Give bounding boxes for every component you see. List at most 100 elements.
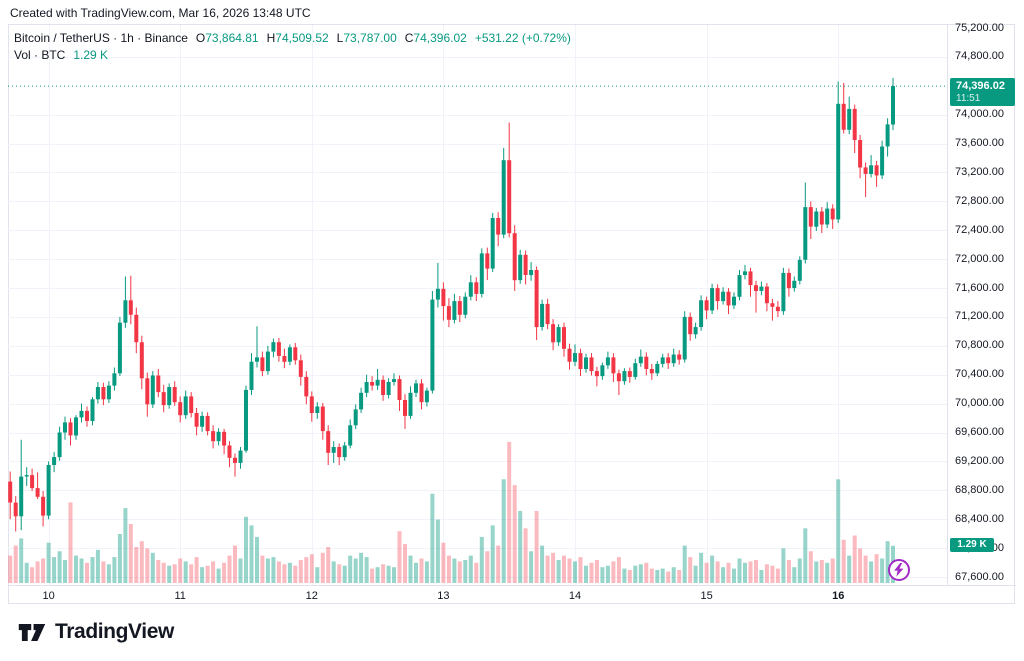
- candle-body: [457, 301, 462, 315]
- volume-bar: [589, 562, 594, 583]
- volume-bar: [106, 564, 111, 583]
- candle-body: [479, 253, 484, 294]
- volume-bar: [869, 561, 874, 583]
- volume-bar: [584, 565, 588, 583]
- volume-bar: [485, 551, 490, 583]
- candle-body: [836, 103, 841, 220]
- candle-body: [507, 160, 512, 234]
- candle-body: [342, 445, 347, 458]
- volume-bar: [320, 552, 325, 583]
- volume-bar: [19, 538, 24, 583]
- candle-body: [134, 314, 139, 343]
- volume-bar: [222, 562, 227, 583]
- close-label: C: [404, 31, 414, 45]
- volume-bar: [68, 502, 73, 583]
- candle-body: [392, 379, 396, 382]
- candle-body: [19, 476, 24, 517]
- candle-body: [424, 390, 429, 403]
- volume-bar: [200, 567, 205, 583]
- candle-body: [814, 211, 819, 227]
- volume-bar: [287, 562, 292, 583]
- candle-body: [688, 316, 693, 335]
- price-axis-label: 74,800.00: [955, 50, 1004, 63]
- open-value: 73,864.81: [205, 31, 259, 45]
- candle-body: [638, 356, 643, 364]
- candle-body: [863, 167, 868, 174]
- volume-bar: [759, 570, 764, 583]
- candle-body: [85, 410, 89, 421]
- volume-bar: [863, 555, 868, 583]
- tradingview-logo[interactable]: TradingView: [18, 620, 174, 644]
- volume-bar: [24, 562, 29, 583]
- candle-body: [145, 378, 150, 405]
- volume-bar: [309, 554, 314, 583]
- volume-bar: [276, 561, 281, 583]
- volume-bar: [364, 557, 369, 583]
- volume-bar: [359, 552, 364, 583]
- price-axis-label: 69,200.00: [955, 454, 1004, 467]
- candle-body: [715, 288, 720, 302]
- volume-bar: [150, 552, 155, 583]
- price-axis-label: 75,200.00: [955, 21, 1004, 34]
- candle-body: [485, 253, 490, 269]
- volume-bar: [8, 555, 13, 583]
- candle-body: [759, 286, 764, 291]
- time-axis-label: 11: [174, 590, 186, 602]
- volume-bar: [386, 565, 391, 583]
- volume-bar: [874, 554, 879, 583]
- candle-body: [573, 353, 577, 362]
- candle-body: [161, 392, 166, 406]
- volume-bar: [52, 557, 57, 583]
- volume-bar: [797, 558, 802, 583]
- lightning-button[interactable]: [888, 559, 910, 581]
- candle-body: [490, 218, 495, 269]
- volume-bar: [326, 547, 331, 583]
- volume-label: Vol · BTC: [14, 48, 66, 62]
- volume-bar: [880, 558, 885, 583]
- volume-bar: [112, 557, 117, 583]
- candle-body: [24, 475, 29, 477]
- candle-body: [8, 481, 13, 503]
- candle-body: [644, 356, 649, 369]
- candle-body: [106, 385, 111, 400]
- candle-wick: [596, 366, 598, 387]
- candle-body: [578, 353, 583, 369]
- candle-wick: [618, 369, 620, 395]
- volume-bar: [167, 565, 172, 583]
- candle-body: [233, 457, 237, 463]
- volume-bar: [342, 565, 347, 583]
- last-price-value: 74,396.02: [956, 80, 1005, 93]
- volume-bar: [638, 564, 643, 583]
- volume-bar: [803, 528, 808, 583]
- candle-wick: [234, 453, 236, 477]
- candle-body: [858, 140, 863, 168]
- candle-body: [682, 316, 687, 360]
- low-label: L: [336, 31, 344, 45]
- volume-bar: [446, 555, 451, 583]
- volume-bar: [852, 535, 857, 583]
- candle-body: [534, 270, 539, 328]
- candle-body: [786, 272, 791, 289]
- candle-body: [430, 299, 435, 391]
- volume-bar: [562, 555, 566, 583]
- candle-body: [666, 357, 671, 364]
- volume-bar: [211, 561, 216, 583]
- candle-body: [167, 387, 172, 406]
- candle-body: [128, 300, 133, 315]
- candle-body: [463, 296, 468, 315]
- volume-bar: [178, 558, 183, 583]
- volume-value: 1.29 K: [73, 48, 109, 62]
- candle-body: [633, 363, 638, 377]
- symbol-ohlc-row[interactable]: Bitcoin / TetherUS · 1h · Binance O73,864…: [14, 30, 571, 46]
- volume-row[interactable]: Vol · BTC 1.29 K: [14, 47, 571, 63]
- volume-bar: [836, 479, 841, 583]
- candle-body: [156, 375, 161, 393]
- volume-bar: [304, 557, 309, 583]
- volume-bar: [172, 564, 177, 583]
- candle-body: [244, 389, 248, 451]
- candle-body: [414, 383, 418, 393]
- volume-bar: [205, 565, 210, 583]
- candle-body: [512, 233, 517, 281]
- candle-body: [331, 447, 336, 453]
